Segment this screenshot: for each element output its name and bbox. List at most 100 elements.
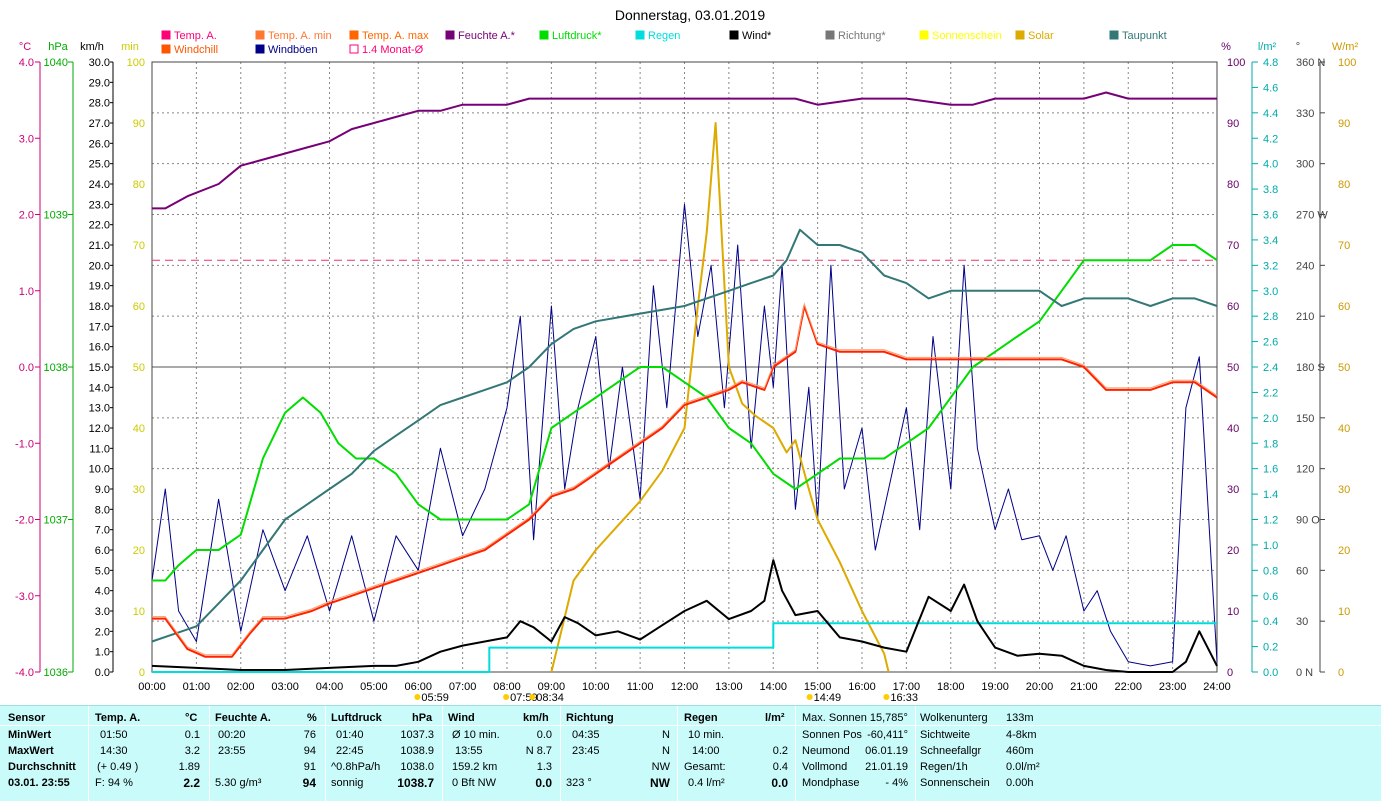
legend-label: 1.4 Monat-Ø (362, 44, 424, 56)
axis-unit-label: °C (19, 41, 31, 53)
tick-label-direction: 120 (1296, 464, 1314, 476)
legend-swatch (729, 30, 739, 40)
misc-r3-label: Regen/1h (920, 761, 968, 773)
series-line-temp-max (152, 302, 1218, 656)
plot-frame (151, 61, 1218, 673)
tick-label-humidity: 90 (1227, 118, 1239, 130)
tick-label-wind: 10.0 (89, 464, 110, 476)
dir-r4-label: 323 ° (566, 777, 592, 789)
legend-label: Windböen (268, 44, 318, 56)
tick-label-rain: 2.8 (1263, 311, 1278, 323)
tick-label-humidity: 0 (1227, 667, 1233, 679)
tick-label-wind: 14.0 (89, 382, 110, 394)
dir-r1-value: N (662, 729, 670, 741)
tick-label-rain: 3.6 (1263, 210, 1278, 222)
tick-label-humidity: 40 (1227, 423, 1239, 435)
tick-label-direction: 90 O (1296, 515, 1320, 527)
misc-r0-label: Wolkenunterg (920, 712, 988, 724)
sun-r1-value: -60,411° (867, 729, 908, 741)
series-line-temp-a (152, 305, 1218, 658)
tick-label-wind: 26.0 (89, 138, 110, 150)
press-max-time: 22:45 (336, 745, 364, 757)
tick-label-rain: 0.6 (1263, 591, 1278, 603)
misc-r2-value: 460m (1006, 745, 1034, 757)
tick-label-rain: 2.0 (1263, 413, 1278, 425)
legend-label: Richtung* (838, 30, 886, 42)
tick-label-solar: 60 (1338, 301, 1350, 313)
legend-swatch (255, 44, 265, 54)
tick-label-sunshine: 60 (133, 301, 145, 313)
x-tick-label: 20:00 (1026, 681, 1054, 693)
tick-label-rain: 3.8 (1263, 184, 1278, 196)
tick-label-wind: 2.0 (95, 626, 110, 638)
rain-r3-value: 0.4 (772, 761, 788, 773)
tick-label-sunshine: 30 (133, 484, 145, 496)
header-dir: Richtung (566, 712, 614, 724)
sun-r2-value: 06.01.19 (865, 745, 908, 757)
x-tick-label: 18:00 (937, 681, 965, 693)
press-min: 1037.3 (400, 729, 434, 741)
temp-avg: 1.89 (178, 761, 200, 773)
tick-label-direction: 330 (1296, 108, 1314, 120)
x-tick-label: 13:00 (715, 681, 743, 693)
series-line-regen (152, 622, 1217, 673)
tick-label-humidity: 70 (1227, 240, 1239, 252)
header-wind: Wind (448, 712, 475, 724)
press-avg: 1038.0 (400, 761, 434, 773)
x-tick-label: 08:00 (493, 681, 521, 693)
tick-label-wind: 21.0 (89, 240, 110, 252)
legend-swatch (539, 30, 549, 40)
axis-unit-label: hPa (48, 41, 68, 53)
legend-swatch (349, 44, 359, 54)
tick-label-rain: 0.4 (1263, 616, 1278, 628)
axis-unit-label: l/m² (1258, 41, 1277, 53)
tick-label-humidity: 100 (1227, 57, 1245, 69)
legend-swatch (349, 30, 359, 40)
tick-label-humidity: 10 (1227, 606, 1239, 618)
sun-r3-value: 21.01.19 (865, 761, 908, 773)
hum-avg: 91 (303, 761, 316, 773)
misc-r4-label: Sonnenschein (920, 777, 990, 789)
tick-label-wind: 7.0 (95, 525, 110, 537)
legend-swatch (919, 30, 929, 40)
tick-label-temp: 2.0 (19, 210, 34, 222)
tick-label-direction: 30 (1296, 616, 1308, 628)
axis-unit-label: min (121, 41, 139, 53)
tick-label-rain: 3.2 (1263, 260, 1278, 272)
tick-label-direction: 240 (1296, 260, 1314, 272)
time-marker-label: 14:49 (814, 692, 842, 704)
tick-label-sunshine: 70 (133, 240, 145, 252)
legend-label: Feuchte A.* (458, 30, 516, 42)
x-tick-label: 09:00 (538, 681, 566, 693)
hum-absolute: 5.30 g/m³ (215, 777, 262, 789)
tick-label-rain: 0.2 (1263, 642, 1278, 654)
tick-label-rain: 4.2 (1263, 133, 1278, 145)
x-tick-label: 03:00 (271, 681, 299, 693)
tick-label-solar: 30 (1338, 484, 1350, 496)
header-wind-unit: km/h (523, 712, 549, 724)
press-min-time: 01:40 (336, 729, 364, 741)
sun-marker-icon (414, 694, 421, 700)
rain-r3-label: Gesamt: (684, 761, 726, 773)
tick-label-sunshine: 100 (127, 57, 145, 69)
tick-label-direction: 210 (1296, 311, 1314, 323)
wind-r2-time: 13:55 (455, 745, 483, 757)
x-tick-label: 14:00 (759, 681, 787, 693)
header-temp-unit: °C (185, 712, 198, 724)
sun-marker-icon (529, 694, 536, 700)
x-tick-label: 00:00 (138, 681, 166, 693)
tick-label-rain: 4.0 (1263, 159, 1278, 171)
tick-label-direction: 180 S (1296, 362, 1325, 374)
hum-min-time: 00:20 (218, 729, 246, 741)
tick-label-wind: 24.0 (89, 179, 110, 191)
legend-swatch (255, 30, 265, 40)
legend-label: Temp. A. (174, 30, 217, 42)
tick-label-sunshine: 40 (133, 423, 145, 435)
tick-label-wind: 25.0 (89, 159, 110, 171)
axis-unit-label: % (1221, 41, 1231, 53)
header-rain-unit: l/m² (765, 712, 785, 724)
chart-series (151, 91, 1218, 673)
temp-min: 0.1 (184, 729, 200, 741)
x-tick-label: 12:00 (671, 681, 699, 693)
legend-swatch (161, 44, 171, 54)
